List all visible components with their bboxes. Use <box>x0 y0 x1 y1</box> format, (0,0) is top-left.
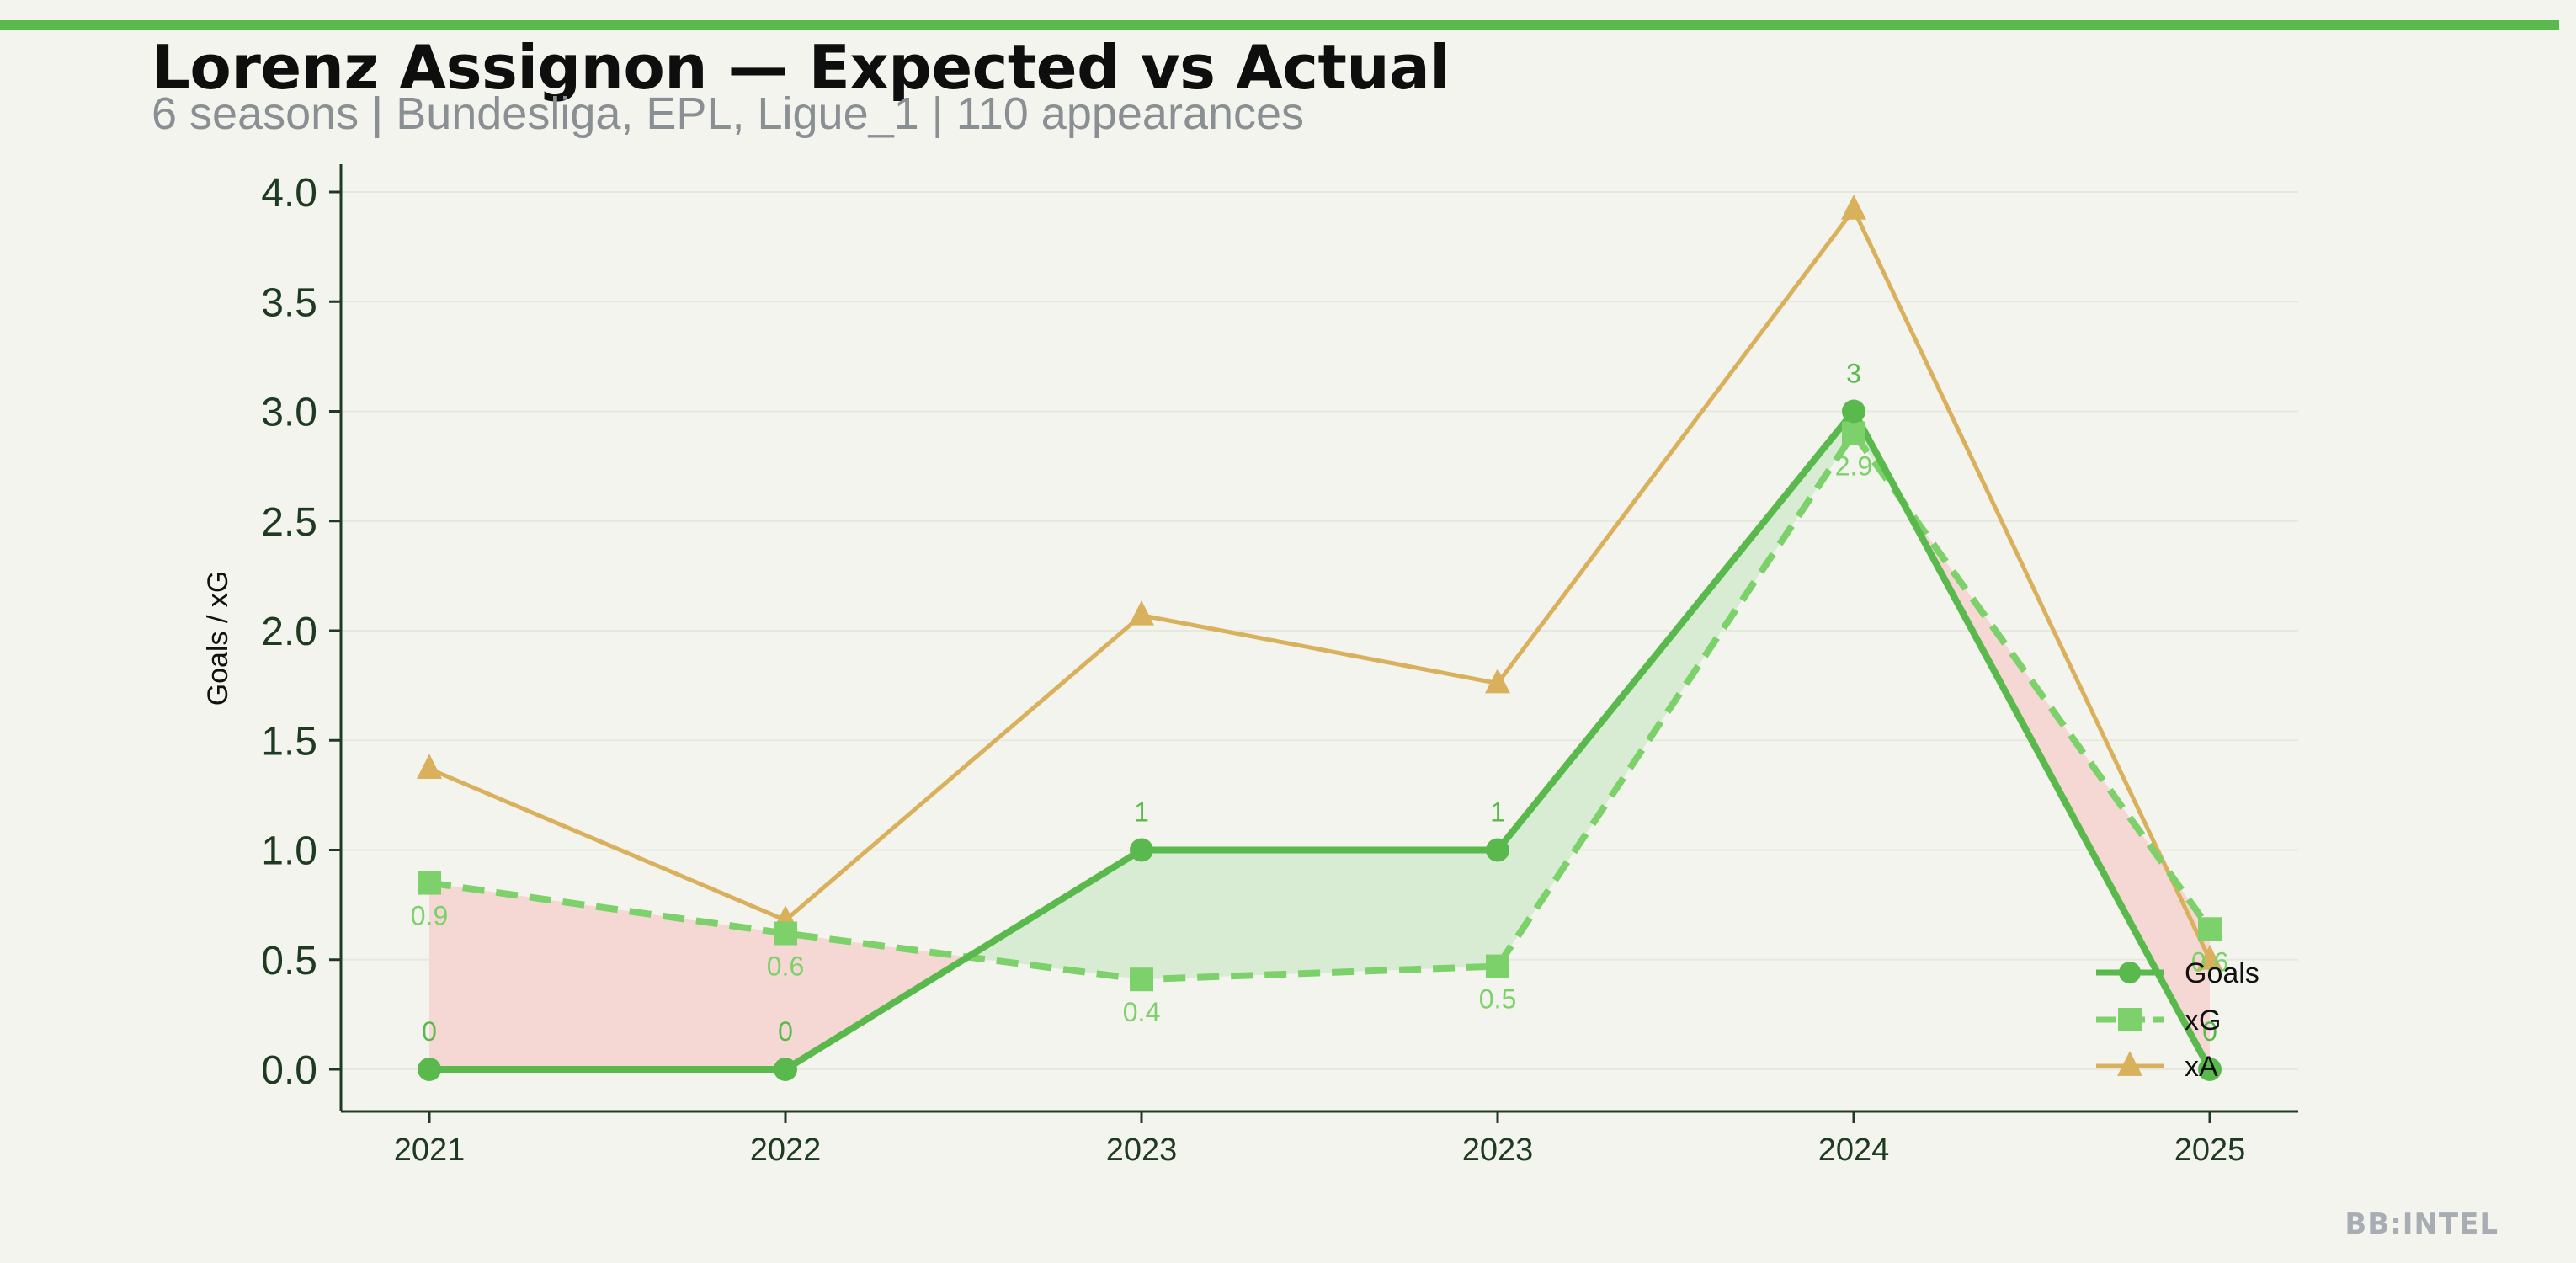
xg-point <box>1486 954 1509 978</box>
y-tick-label: 4.0 <box>261 171 317 216</box>
xg-data-label: 2.9 <box>1835 451 1872 482</box>
x-tick-label: 2023 <box>1106 1132 1178 1168</box>
xa-line <box>428 207 2212 961</box>
xg-data-label: 0.4 <box>1123 997 1160 1027</box>
y-tick-label: 1.5 <box>261 719 317 764</box>
overperformance-area <box>1498 411 1854 967</box>
xg-data-label: 0.5 <box>1479 984 1516 1015</box>
y-tick-label: 0.0 <box>261 1048 317 1093</box>
goals-data-label: 1 <box>1490 797 1505 828</box>
xg-point <box>2198 917 2222 941</box>
goals-point <box>1130 838 1153 862</box>
goals-data-label: 0 <box>422 1016 437 1047</box>
xg-data-label: 0.6 <box>767 951 804 981</box>
legend-marker <box>2119 962 2141 983</box>
goals-point <box>1842 399 1865 424</box>
axes: 0.0 0.5 1.0 1.5 2.0 2.5 3.0 3.5 4.0 2021 2022 2023 2… <box>261 164 2298 1168</box>
x-tick-label: 2021 <box>394 1132 466 1168</box>
goals-point <box>1486 838 1509 862</box>
xg-point <box>418 871 441 895</box>
goals-point <box>2198 1058 2222 1081</box>
y-tick-label: 2.0 <box>261 610 317 654</box>
xa-point <box>1485 668 1510 694</box>
goals-point <box>418 1058 441 1081</box>
y-tick-label: 3.5 <box>261 280 317 325</box>
overperformance-area <box>967 850 1142 980</box>
goals-point <box>774 1058 797 1081</box>
chart-subtitle: 6 seasons | Bundesliga, EPL, Ligue_1 | 1… <box>152 88 1305 139</box>
y-tick-label: 1.0 <box>261 829 317 874</box>
legend-label: xG <box>2185 1005 2221 1037</box>
goals-line <box>429 408 2213 1073</box>
xa-point <box>2197 944 2222 970</box>
xg-data-label: 0.9 <box>411 901 448 931</box>
xa-point <box>1841 195 1866 220</box>
x-tick-label: 2024 <box>1818 1132 1890 1168</box>
goals-data-label: 1 <box>1134 797 1149 828</box>
y-tick-label: 3.0 <box>261 391 317 435</box>
xg-point <box>774 921 797 946</box>
xg-point <box>1842 421 1865 445</box>
legend: Goals xG xA <box>2096 957 2259 1083</box>
xa-point <box>1129 600 1154 626</box>
goals-data-label: 3 <box>1846 359 1861 389</box>
legend-marker <box>2118 1008 2142 1031</box>
goals-data-label: 0 <box>2202 1016 2217 1047</box>
goals-data-label: 0 <box>778 1016 793 1047</box>
legend-marker <box>2117 1051 2142 1076</box>
overperformance-area <box>1142 850 1498 980</box>
accent-bar <box>0 20 2559 30</box>
underperformance-area <box>429 882 785 1069</box>
legend-label: Goals <box>2185 957 2259 989</box>
chart-title: Lorenz Assignon — Expected vs Actual <box>152 32 1450 103</box>
y-axis-label: Goals / xG <box>202 571 234 706</box>
underperformance-area <box>785 933 968 1069</box>
x-tick-label: 2023 <box>1462 1132 1534 1168</box>
xa-point <box>417 754 442 779</box>
x-tick-label: 2022 <box>750 1132 822 1168</box>
x-tick-label: 2025 <box>2174 1132 2246 1168</box>
series <box>417 195 2222 1081</box>
xg-data-label: 0.6 <box>2191 946 2228 977</box>
xg-point <box>1130 967 1153 992</box>
y-tick-label: 0.5 <box>261 939 317 983</box>
data-labels: 0 0 1 1 3 0 0.9 0.6 0.4 0.5 2.9 0.6 <box>411 359 2228 1047</box>
y-tick-label: 2.5 <box>261 500 317 545</box>
xg-line <box>428 429 2213 983</box>
watermark: BB:INTEL <box>2344 1207 2499 1241</box>
legend-label: xA <box>2185 1051 2218 1083</box>
